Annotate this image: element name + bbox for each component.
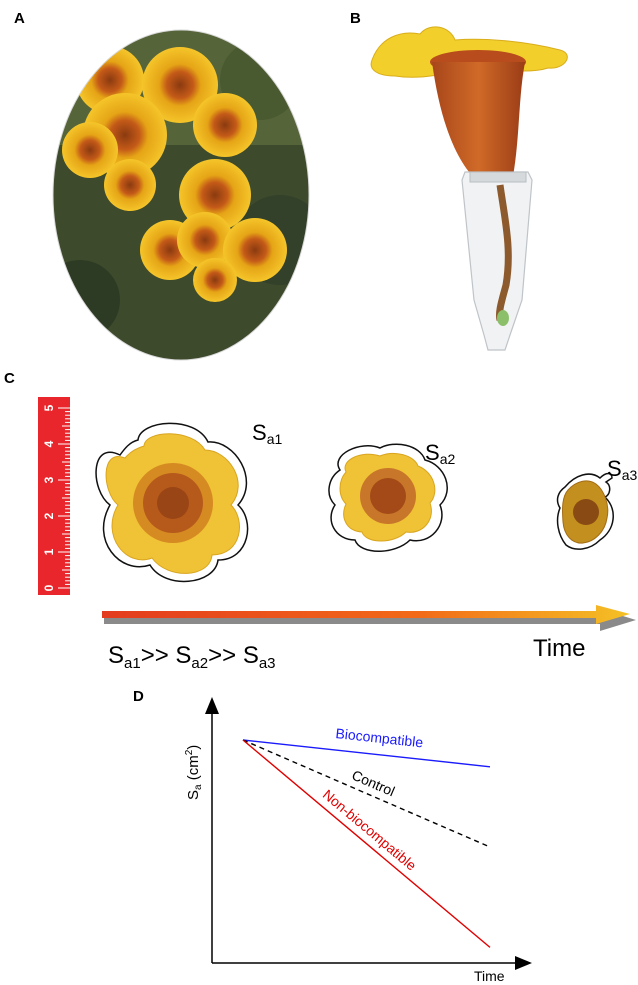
ruler-number: 3 [42,476,56,483]
chart-series [242,739,491,948]
size-inequality: Sa1>> Sa2>> Sa3 [108,642,276,672]
y-axis-arrowhead [205,697,219,714]
label-sa2: Sa2 [425,440,456,467]
series-label-non-biocompatible: Non-biocompatible [320,786,420,873]
series-line-non-biocompatible [242,739,491,948]
flower-blooms [62,46,287,302]
photo-flower-in-tube [370,26,568,351]
x-axis-label: Time [474,968,505,984]
ruler-number: 5 [42,404,56,411]
series-line-biocompatible [242,739,491,768]
ruler-number: 2 [42,512,56,519]
ruler-tick-marks: 0 1 2 3 4 5 [42,404,70,591]
label-sa1: Sa1 [252,420,283,447]
ruler-number: 0 [42,584,56,591]
ruler-number: 1 [42,548,56,555]
series-label-biocompatible: Biocompatible [335,725,424,750]
x-axis-arrowhead [515,956,532,970]
panel-label-b: B [350,10,361,27]
panel-label-d: D [133,688,144,705]
ruler: 0 1 2 3 4 5 [38,397,70,595]
label-sa3: Sa3 [607,456,638,483]
time-arrow [102,605,636,631]
flower-medium-sa2 [328,443,448,552]
ruler-number: 4 [42,440,56,447]
y-axis-label: Sa (cm2) [184,744,204,800]
panel-label-a: A [14,10,25,27]
photo-flower-cluster [53,30,309,360]
flower-small-sa3 [556,472,614,550]
flower-large-sa1 [95,422,249,583]
series-label-control: Control [350,767,398,800]
time-label-c: Time [533,635,586,662]
panel-label-c: C [4,370,15,387]
